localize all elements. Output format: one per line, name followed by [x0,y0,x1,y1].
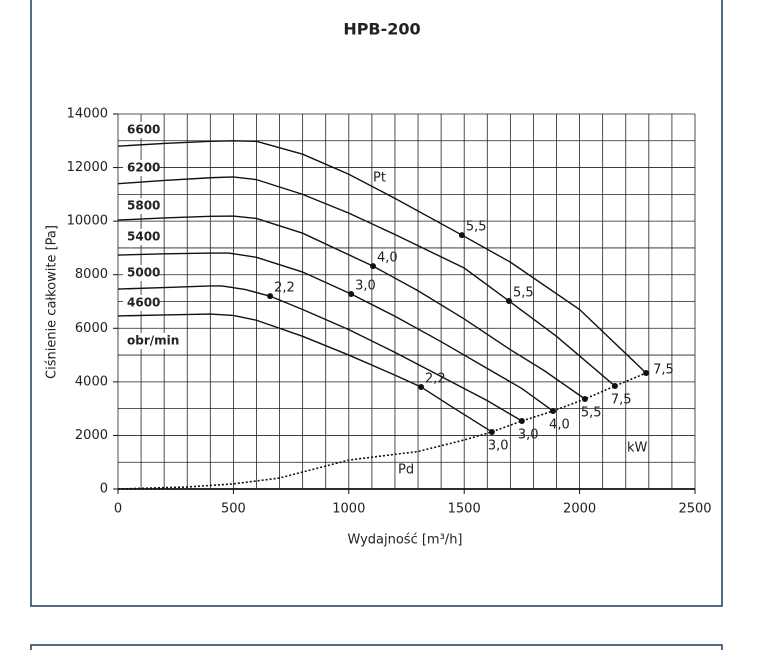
power-label: 3,0 [355,279,376,294]
power-point [418,383,425,390]
speed-label: 6200 [127,161,160,175]
speed-label-bg [123,295,159,311]
speed-curve [117,285,523,422]
speed-label-bg [123,229,159,245]
power-label: 3,0 [518,427,539,442]
speed-unit: obr/min [127,334,179,348]
power-label: 5,5 [513,285,534,300]
speed-label-bg [123,265,159,281]
x-tick-label: 1500 [448,502,481,517]
power-point [267,293,274,300]
speed-label-bg [123,122,159,138]
speed-curve [117,140,647,374]
x-tick-label: 0 [114,502,122,517]
power-point [488,428,495,435]
speed-label: 5800 [127,199,160,213]
y-tick-label: 4000 [75,374,108,389]
power-point [581,396,588,402]
panel-frame [30,0,723,607]
x-tick-label: 500 [221,502,246,517]
power-label: 5,5 [466,220,487,235]
power-label: 2,2 [425,371,446,386]
speed-curve [117,176,616,387]
next-panel-frame [30,644,723,650]
power-label: 7,5 [611,393,632,408]
speed-unit-bg [123,333,175,349]
power-point [505,297,512,304]
power-point [348,291,355,297]
y-tick-label: 14000 [67,107,108,122]
power-point [611,383,618,390]
speed-label-bg [123,198,159,214]
speed-curve [117,215,586,400]
y-tick-label: 12000 [67,160,108,175]
y-tick-label: 0 [100,482,108,497]
power-label: 7,5 [653,363,674,378]
speed-curve [117,313,493,433]
speed-curve [117,252,554,412]
power-unit: kW [627,441,648,456]
power-point [643,370,650,377]
speed-label: 5000 [127,266,160,280]
power-label: 3,0 [488,438,509,453]
speed-label-bg [123,160,159,176]
power-label: 5,5 [581,406,602,421]
power-label: 4,0 [549,418,570,433]
pd-label: Pd [398,463,414,478]
power-point [518,417,525,424]
power-label: 2,2 [274,281,295,296]
power-point [458,232,465,239]
pt-label: Pt [373,171,386,186]
y-tick-label: 10000 [67,214,108,229]
y-tick-label: 6000 [75,321,108,336]
power-label: 4,0 [377,251,398,266]
power-point [550,408,557,415]
y-tick-label: 2000 [75,428,108,443]
power-point [370,263,377,270]
x-tick-label: 1000 [332,502,365,517]
speed-label: 4600 [127,296,160,310]
y-tick-label: 8000 [75,267,108,282]
x-axis-label: Wydajność [m³/h] [347,533,462,548]
speed-label: 5400 [127,230,160,244]
y-axis-label: Ciśnienie całkowite [Pa] [45,225,60,379]
x-tick-label: 2000 [563,502,596,517]
speed-label: 6600 [127,123,160,137]
x-tick-label: 2500 [678,502,711,517]
chart-title: HPB-200 [343,20,420,39]
